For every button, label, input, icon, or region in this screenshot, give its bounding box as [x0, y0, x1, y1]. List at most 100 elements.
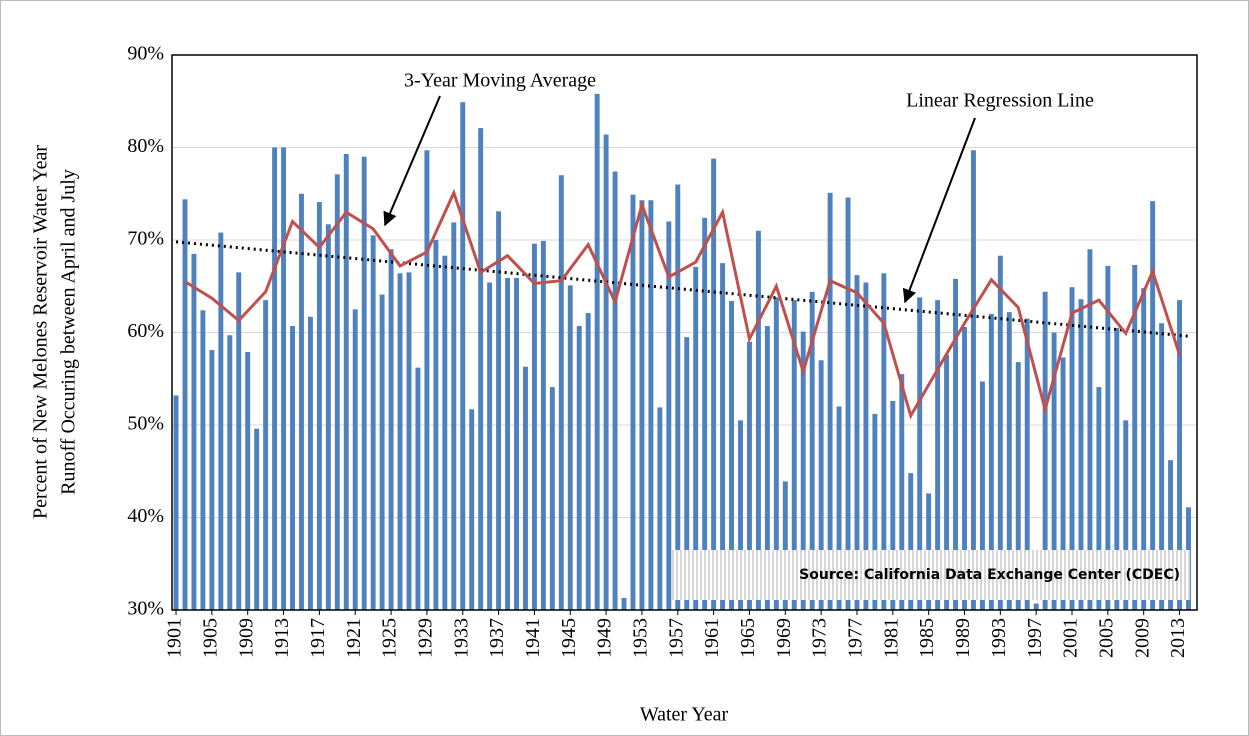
- bar: [1168, 460, 1174, 610]
- bar: [325, 224, 331, 610]
- x-tick-label: 1965: [737, 618, 759, 658]
- bar: [988, 314, 994, 610]
- bar: [1123, 420, 1129, 610]
- bar: [890, 400, 896, 610]
- bar: [433, 240, 439, 610]
- bar: [746, 341, 752, 610]
- bar: [316, 202, 322, 610]
- annotation: 3-Year Moving Average: [404, 70, 596, 92]
- bar: [263, 300, 269, 610]
- bar: [1015, 362, 1021, 610]
- bar: [908, 473, 914, 610]
- x-tick-label: 1933: [450, 618, 472, 658]
- bar: [245, 351, 251, 610]
- bar: [836, 406, 842, 610]
- bar: [1051, 332, 1057, 610]
- x-tick-label: 1989: [952, 618, 974, 658]
- bar: [1177, 300, 1182, 610]
- bar: [684, 337, 690, 610]
- x-tick-label: 1905: [199, 618, 221, 658]
- source: Source: California Data Exchange Center …: [799, 567, 1180, 583]
- x-tick-label: 2001: [1060, 618, 1082, 658]
- bar: [505, 277, 511, 610]
- bar: [711, 158, 717, 610]
- bar: [1141, 288, 1147, 610]
- bar: [917, 297, 923, 610]
- bar: [540, 240, 546, 611]
- bar: [352, 309, 358, 610]
- bar: [729, 301, 735, 610]
- bar: [899, 374, 905, 610]
- x-tick-label: 1993: [988, 618, 1010, 658]
- bar: [1060, 357, 1066, 610]
- bar: [549, 387, 555, 610]
- bar: [962, 326, 967, 610]
- bar: [227, 335, 233, 610]
- bar: [675, 184, 681, 610]
- bar: [1105, 265, 1111, 610]
- bar: [487, 282, 493, 610]
- y-tick-label: 30%: [127, 598, 164, 620]
- bar: [863, 282, 869, 610]
- x-tick-label: 1945: [558, 618, 580, 658]
- bar: [755, 230, 761, 610]
- bar: [970, 150, 976, 610]
- bar: [379, 294, 385, 610]
- x-tick-label: 1981: [880, 618, 902, 658]
- y-axis-label: Runoff Occuring between April and July: [58, 169, 80, 495]
- x-tick-label: 1913: [271, 618, 293, 658]
- bar: [576, 326, 582, 610]
- bar: [442, 255, 448, 610]
- bar: [872, 413, 878, 610]
- bar: [612, 171, 618, 611]
- bar: [1069, 287, 1075, 610]
- x-tick-label: 1957: [665, 618, 687, 658]
- bar: [496, 211, 502, 610]
- bar: [361, 156, 367, 610]
- bar: [585, 313, 591, 610]
- bar: [254, 428, 260, 610]
- bar: [1096, 387, 1102, 610]
- y-axis-label: Percent of New Melones Reservoir Water Y…: [30, 145, 52, 519]
- x-tick-label: 2009: [1131, 618, 1153, 658]
- y-tick-label: 60%: [127, 320, 164, 342]
- bar: [953, 278, 958, 610]
- bar: [424, 150, 430, 610]
- bar: [935, 300, 941, 610]
- bar: [630, 194, 636, 611]
- bar: [281, 147, 287, 610]
- bar: [1087, 249, 1093, 610]
- bar: [1159, 323, 1165, 610]
- bar: [236, 272, 242, 610]
- bar: [979, 381, 985, 610]
- bar: [272, 147, 278, 610]
- bar: [173, 395, 179, 610]
- bar: [343, 153, 349, 610]
- bar: [334, 174, 340, 610]
- bar: [1006, 312, 1012, 610]
- bar: [531, 243, 537, 610]
- moving-average-line: [184, 188, 1181, 420]
- bar: [854, 275, 860, 610]
- x-tick-label: 1997: [1024, 618, 1046, 658]
- bar: [460, 102, 466, 611]
- x-tick-label: 1961: [701, 618, 723, 658]
- bar: [818, 360, 824, 610]
- bar: [299, 193, 304, 610]
- bar: [1042, 291, 1048, 610]
- bar: [621, 597, 627, 610]
- bar: [881, 273, 887, 610]
- bar: [478, 128, 484, 610]
- arrow: [902, 117, 976, 304]
- bar: [209, 350, 215, 610]
- bar: [307, 316, 313, 610]
- x-tick-label: 1909: [235, 618, 257, 658]
- bar: [451, 222, 457, 611]
- x-tick-label: 2005: [1095, 618, 1117, 658]
- bar: [997, 255, 1003, 610]
- bar: [809, 291, 815, 610]
- x-tick-label: 1953: [630, 618, 652, 658]
- x-tick-label: 1929: [414, 618, 436, 658]
- bar: [406, 272, 412, 610]
- bar: [666, 221, 672, 610]
